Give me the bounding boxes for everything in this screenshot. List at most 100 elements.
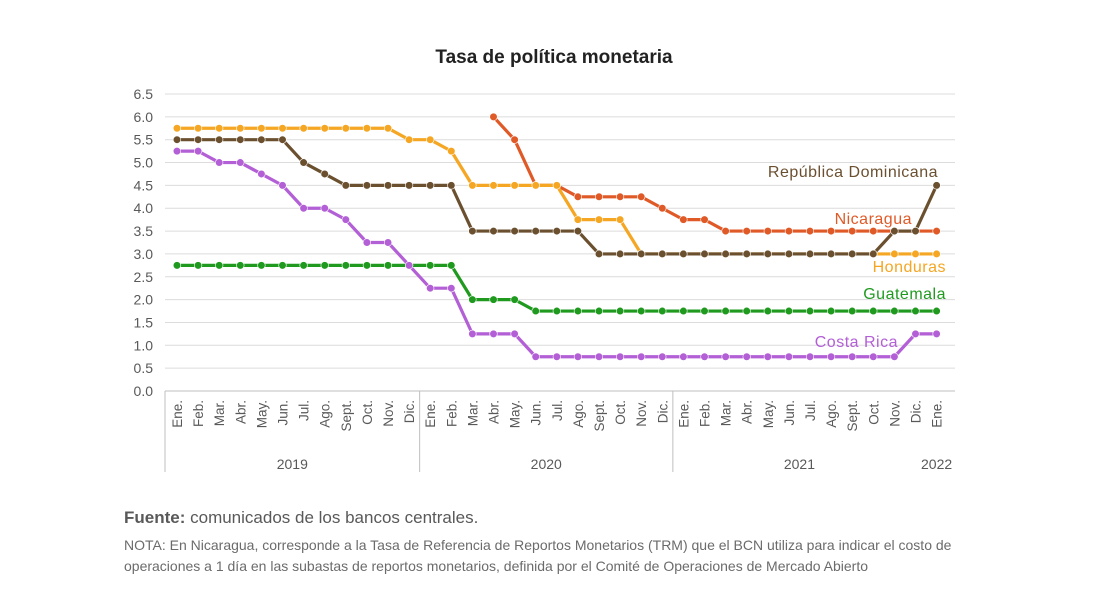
data-point [510,295,519,304]
data-point [278,135,287,144]
data-point [784,249,794,259]
x-tick-label: Jun. [529,400,544,426]
data-point [721,249,730,259]
data-point [848,249,857,259]
data-point [510,226,519,236]
x-tick-label: Oct. [613,400,628,425]
data-point [573,306,583,316]
data-point [531,226,540,236]
data-point [742,352,751,361]
note-text: NOTA: En Nicaragua, corresponde a la Tas… [124,537,952,574]
data-point [172,147,182,156]
data-point [320,169,329,179]
data-point [826,226,836,236]
data-point [932,226,941,236]
data-point [278,181,287,190]
data-point [236,135,245,144]
data-point [510,135,519,144]
data-point [215,124,224,133]
data-point [299,261,308,270]
year-label: 2021 [784,456,815,472]
y-tick-label: 6.5 [134,86,154,102]
data-point [637,352,646,361]
data-point [341,124,350,133]
x-tick-label: Sept. [339,400,354,432]
y-tick-label: 3.0 [134,246,154,262]
x-tick-label: Mar. [212,400,227,426]
data-point [869,352,878,361]
x-tick-label: Jul. [297,400,312,421]
x-tick-label: Dic. [655,400,670,423]
data-point [742,306,751,316]
data-point [637,306,646,316]
data-point [426,284,435,293]
data-point [848,352,857,361]
data-point [573,192,583,201]
data-point [784,352,794,361]
data-point [615,215,625,224]
data-point [531,181,540,190]
x-tick-label: Ago. [824,400,839,428]
data-point [341,215,350,224]
data-point [658,352,667,361]
data-point [700,249,709,259]
data-point [784,226,794,236]
data-point [405,261,414,270]
y-tick-label: 2.5 [134,269,154,285]
data-point [320,261,329,270]
data-point [932,181,941,190]
y-tick-label: 3.5 [134,223,154,239]
data-point [890,249,899,259]
x-tick-label: Feb. [698,400,713,427]
data-point [172,135,182,144]
data-point [763,226,772,236]
x-tick-label: Ene. [170,400,185,428]
x-tick-label: Dic. [909,400,924,423]
data-point [805,352,815,361]
data-point [679,306,688,316]
data-point [510,329,519,338]
data-point [172,124,182,133]
data-point [721,352,730,361]
x-tick-label: Nov. [634,400,649,427]
data-point [236,158,245,167]
data-point [341,261,350,270]
data-point [447,261,456,270]
data-point [362,261,372,270]
data-point [932,249,941,259]
data-point [700,306,709,316]
data-point [763,306,772,316]
data-point [658,204,667,213]
data-point [299,124,308,133]
x-tick-label: Oct. [866,400,881,425]
x-tick-label: Nov. [887,400,902,427]
data-point [911,249,920,259]
data-point [278,124,287,133]
x-tick-label: Dic. [402,400,417,423]
data-point [911,329,920,338]
data-point [405,135,414,144]
data-point [531,306,540,316]
data-point [679,352,688,361]
data-point [594,352,604,361]
x-tick-label: Nov. [381,400,396,427]
data-point [805,226,815,236]
y-tick-label: 6.0 [134,109,154,125]
x-tick-label: May. [761,400,776,428]
data-point [742,249,751,259]
data-point [320,124,329,133]
data-point [257,261,266,270]
y-tick-label: 1.5 [134,314,154,330]
data-point [742,226,751,236]
data-point [215,261,224,270]
series-label: Nicaragua [835,211,912,228]
data-point [890,226,899,236]
data-point [257,169,266,179]
x-tick-label: Ago. [571,400,586,428]
series-label: Guatemala [863,286,946,303]
data-point [257,124,266,133]
data-point [489,226,498,236]
data-point [236,261,245,270]
y-tick-label: 0.5 [134,360,154,376]
y-tick-label: 5.5 [134,132,154,148]
